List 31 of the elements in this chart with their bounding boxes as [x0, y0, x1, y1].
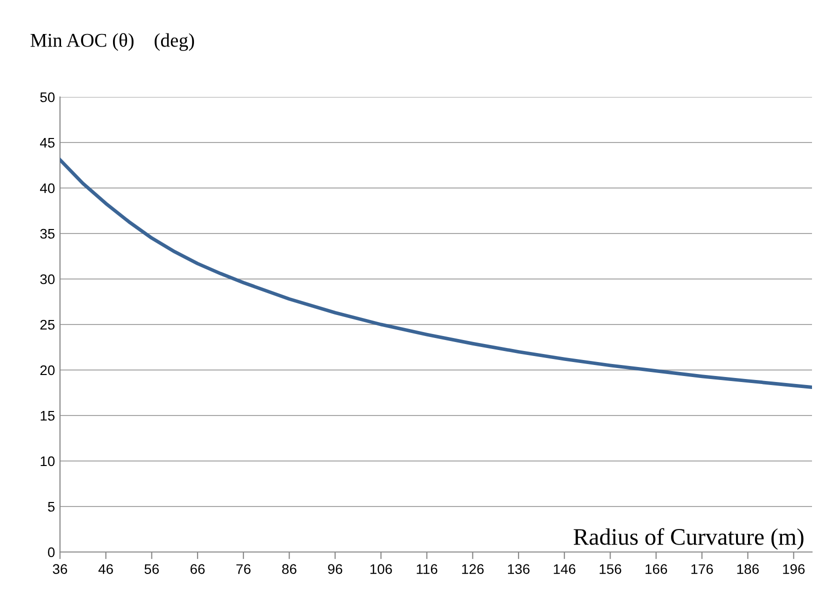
x-tick-label: 46 — [98, 564, 113, 574]
x-tick-label: 116 — [416, 564, 438, 574]
x-tick-label: 76 — [236, 564, 251, 574]
y-tick-label: 5 — [48, 502, 55, 512]
x-tick-label: 86 — [282, 564, 296, 574]
x-tick-label: 186 — [737, 564, 759, 574]
x-tick-label: 176 — [691, 564, 713, 574]
x-tick-label: 196 — [783, 564, 805, 574]
y-tick-label: 35 — [40, 228, 55, 239]
line-series — [60, 158, 812, 390]
y-tick-label: 25 — [40, 320, 55, 330]
x-tick-label: 66 — [190, 564, 205, 574]
y-axis-title: Min AOC (θ) (deg) — [30, 33, 194, 51]
y-tick-label: 20 — [40, 365, 55, 376]
x-tick-label: 106 — [370, 564, 392, 574]
x-tick-label: 146 — [554, 564, 576, 574]
x-tick-label: 56 — [144, 564, 159, 574]
x-tick-label: 136 — [508, 564, 530, 574]
y-tick-label: 10 — [40, 456, 55, 466]
y-tick-label: 40 — [40, 183, 55, 194]
y-tick-label: 50 — [40, 92, 55, 102]
y-tick-label: 15 — [40, 410, 55, 421]
x-tick-label: 156 — [600, 564, 622, 574]
x-tick-label: 166 — [646, 564, 668, 574]
x-axis-title: Radius of Curvature (m) — [574, 528, 804, 550]
y-tick-label: 0 — [48, 547, 55, 558]
y-tick-label: 30 — [40, 274, 55, 284]
x-tick-label: 126 — [462, 564, 484, 574]
y-tick-label: 45 — [40, 138, 55, 148]
x-tick-label: 96 — [328, 564, 342, 574]
x-tick-label: 36 — [52, 564, 68, 574]
